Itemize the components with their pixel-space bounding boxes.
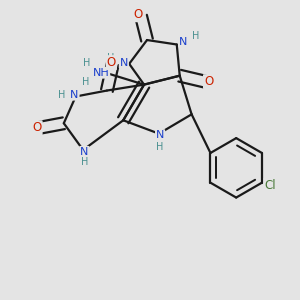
Text: Cl: Cl <box>264 178 276 192</box>
Text: H: H <box>81 158 88 167</box>
Text: N: N <box>120 58 128 68</box>
Text: H: H <box>156 142 164 152</box>
Text: H: H <box>82 77 89 87</box>
Text: O: O <box>107 56 116 69</box>
Text: N: N <box>80 147 88 157</box>
Text: N: N <box>179 37 188 46</box>
Text: H: H <box>192 31 200 41</box>
Text: NH: NH <box>93 68 109 78</box>
Text: H: H <box>58 90 65 100</box>
Text: N: N <box>156 130 164 140</box>
Text: O: O <box>134 8 143 21</box>
Text: H: H <box>83 58 91 68</box>
Text: H: H <box>107 53 115 63</box>
Text: N: N <box>70 90 79 100</box>
Text: O: O <box>204 75 213 88</box>
Text: O: O <box>32 121 42 134</box>
